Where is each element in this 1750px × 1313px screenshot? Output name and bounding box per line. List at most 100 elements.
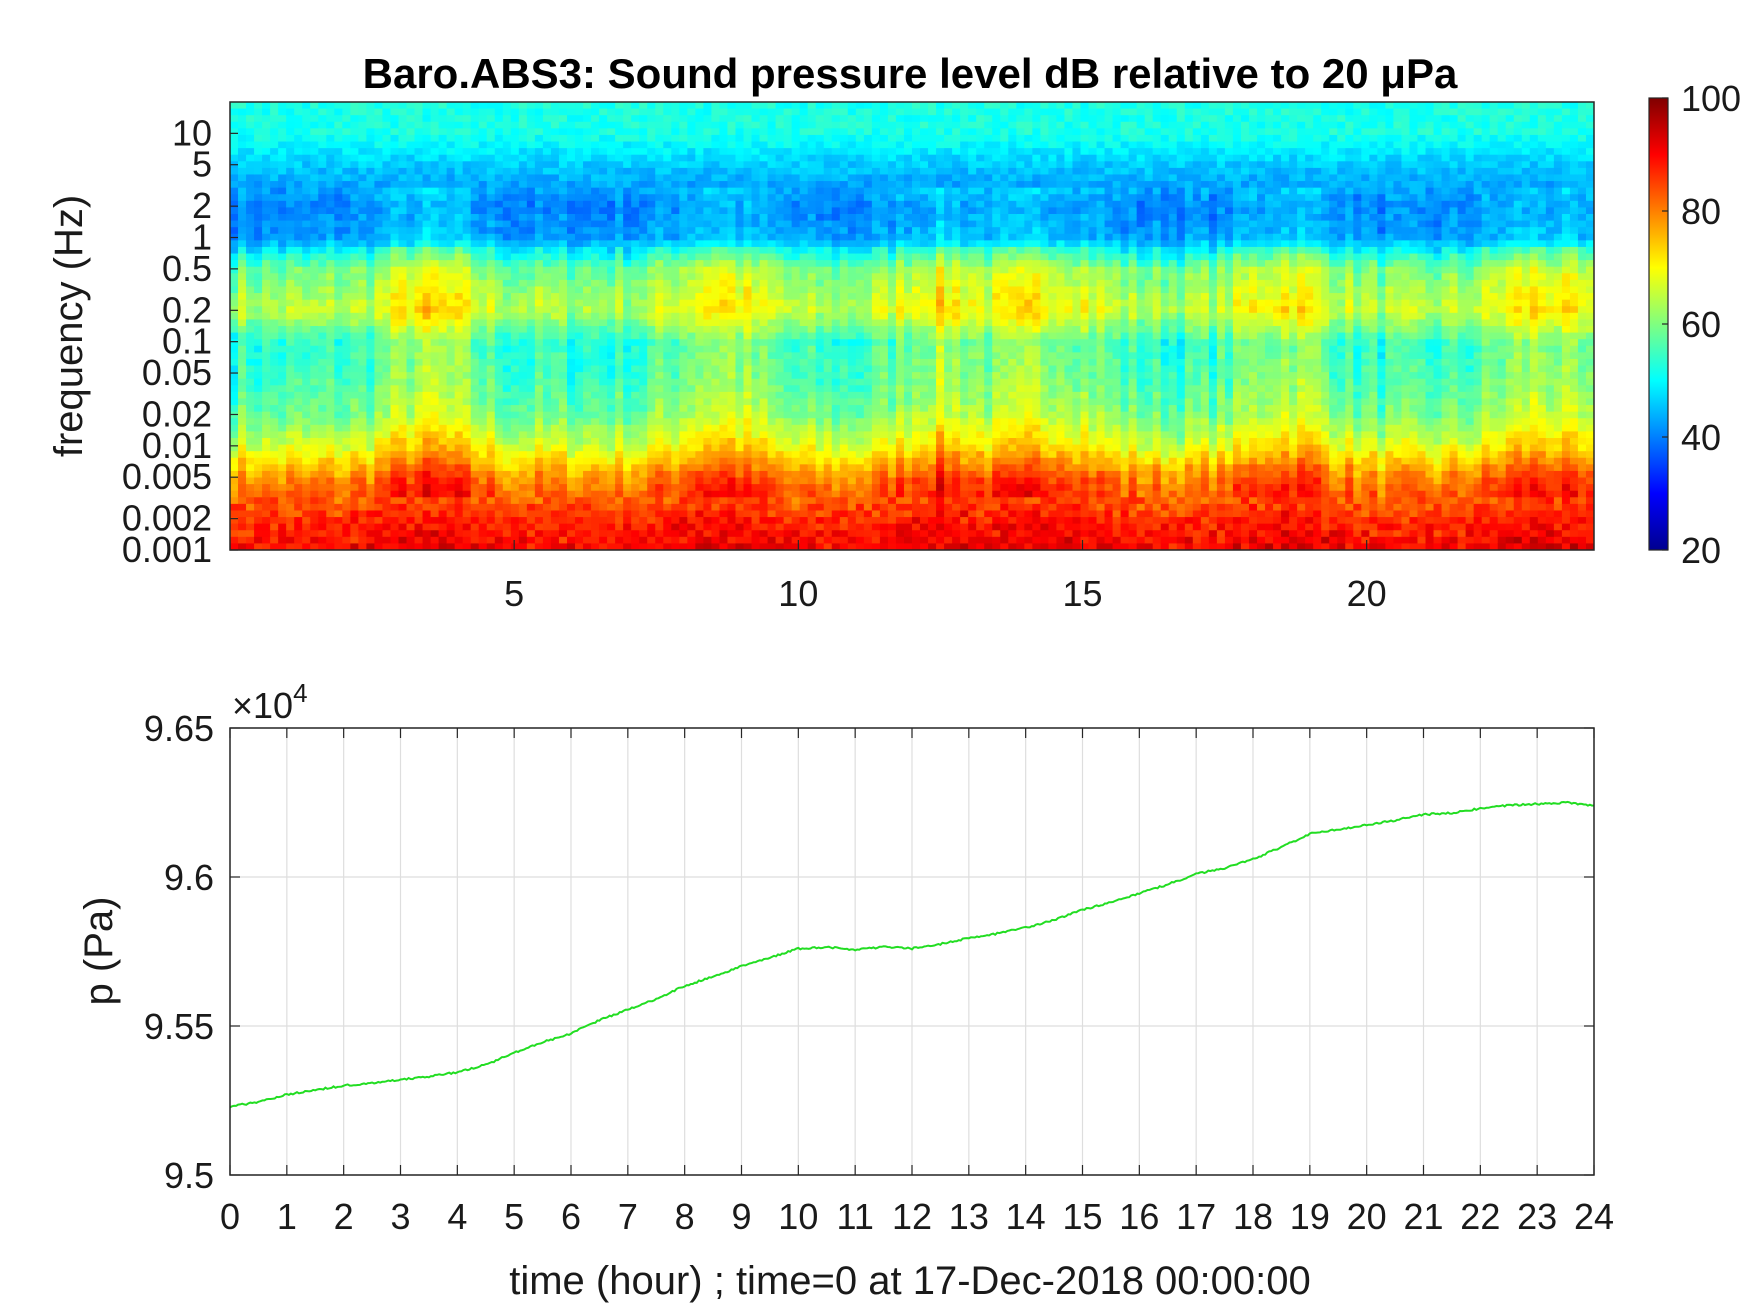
spectrogram-cell (671, 260, 680, 268)
spectrogram-cell (334, 194, 343, 202)
spectrogram-cell (671, 286, 680, 294)
spectrogram-cell (454, 115, 464, 123)
spectrogram-cell (278, 319, 287, 327)
spectrogram-cell (310, 306, 319, 314)
spectrogram-cell (767, 299, 777, 307)
spectrogram-cell (583, 484, 592, 492)
spectrogram-cell (398, 372, 408, 380)
spectrogram-cell (398, 477, 408, 485)
spectrogram-cell (759, 431, 769, 439)
spectrogram-cell (719, 365, 729, 373)
spectrogram-cell (414, 312, 424, 321)
spectrogram-cell (599, 312, 608, 321)
spectrogram-cell (462, 187, 472, 195)
spectrogram-cell (374, 161, 384, 169)
spectrogram-cell (687, 286, 696, 294)
spectrogram-cell (454, 477, 464, 485)
spectrogram-cell (599, 398, 608, 406)
spectrogram-cell (486, 358, 496, 367)
spectrogram-cell (566, 451, 576, 459)
spectrogram-cell (607, 405, 616, 413)
spectrogram-cell (558, 154, 568, 162)
spectrogram-cell (663, 266, 672, 274)
spectrogram-cell (655, 134, 664, 143)
spectrogram-cell (422, 174, 432, 182)
spectrogram-cell (518, 227, 528, 235)
spectrogram-cell (526, 457, 536, 465)
spectrogram-cell (751, 134, 761, 143)
spectrogram-cell (727, 418, 737, 426)
spectrogram-cell (719, 438, 729, 446)
spectrogram-cell (663, 332, 672, 340)
spectrogram-cell (262, 484, 271, 492)
spectrogram-cell (398, 345, 408, 353)
spectrogram-cell (679, 424, 688, 433)
spectrogram-cell (414, 253, 424, 261)
spectrogram-cell (623, 115, 632, 123)
spectrogram-cell (783, 134, 793, 143)
spectrogram-cell (462, 470, 472, 479)
spectrogram-cell (542, 352, 552, 360)
spectrogram-cell (711, 444, 721, 452)
spectrogram-cell (430, 246, 440, 255)
spectrogram-cell (246, 385, 255, 393)
spectrogram-cell (558, 431, 568, 439)
spectrogram-cell (406, 326, 416, 334)
spectrogram-cell (278, 411, 287, 419)
spectrogram-cell (486, 405, 496, 413)
spectrogram-cell (759, 187, 769, 195)
spectrogram-cell (735, 457, 745, 465)
spectrogram-cell (583, 477, 592, 485)
spectrogram-cell (318, 246, 327, 255)
spectrogram-cell (727, 319, 737, 327)
spectrogram-cell (398, 227, 408, 235)
spectrogram-cell (438, 148, 448, 156)
spectrogram-cell (478, 200, 488, 209)
spectrogram-cell (414, 405, 424, 413)
spectrogram-cell (366, 345, 376, 353)
spectrogram-cell (270, 352, 279, 360)
spectrogram-cell (278, 220, 287, 228)
spectrogram-cell (807, 510, 817, 518)
spectrogram-cell (751, 372, 761, 380)
spectrogram-cell (270, 273, 279, 281)
spectrogram-cell (318, 385, 327, 393)
spectrogram-cell (615, 503, 624, 512)
spectrogram-cell (494, 141, 504, 149)
spectrogram-cell (647, 523, 656, 531)
spectrogram-cell (542, 418, 552, 426)
spectrogram-cell (502, 391, 512, 400)
spectrogram-cell (799, 260, 809, 268)
spectrogram-cell (534, 451, 544, 459)
spectrogram-cell (631, 167, 640, 176)
spectrogram-cell (390, 477, 400, 485)
spectrogram-cell (494, 444, 504, 452)
spectrogram-cell (799, 293, 809, 301)
spectrogram-cell (366, 154, 376, 162)
spectrogram-cell (647, 148, 656, 156)
spectrogram-cell (238, 477, 247, 485)
spectrogram-cell (807, 141, 817, 149)
spectrogram-cell (783, 477, 793, 485)
spectrogram-cell (751, 358, 761, 367)
spectrogram-cell (759, 424, 769, 433)
spectrogram-cell (751, 536, 761, 545)
spectrogram-cell (663, 398, 672, 406)
spectrogram-cell (406, 134, 416, 143)
spectrogram-cell (446, 418, 456, 426)
spectrogram-cell (430, 530, 440, 538)
spectrogram-cell (671, 372, 680, 380)
spectrogram-cell (599, 121, 608, 129)
spectrogram-cell (575, 352, 584, 360)
spectrogram-cell (246, 167, 255, 176)
spectrogram-cell (679, 187, 688, 195)
spectrogram-cell (406, 293, 416, 301)
spectrogram-cell (583, 174, 592, 182)
spectrogram-cell (358, 391, 367, 400)
spectrogram-cell (671, 128, 680, 136)
spectrogram-cell (478, 497, 488, 505)
spectrogram-cell (518, 418, 528, 426)
spectrogram-cell (550, 339, 560, 347)
spectrogram-cell (767, 411, 777, 419)
spectrogram-cell (462, 503, 472, 512)
